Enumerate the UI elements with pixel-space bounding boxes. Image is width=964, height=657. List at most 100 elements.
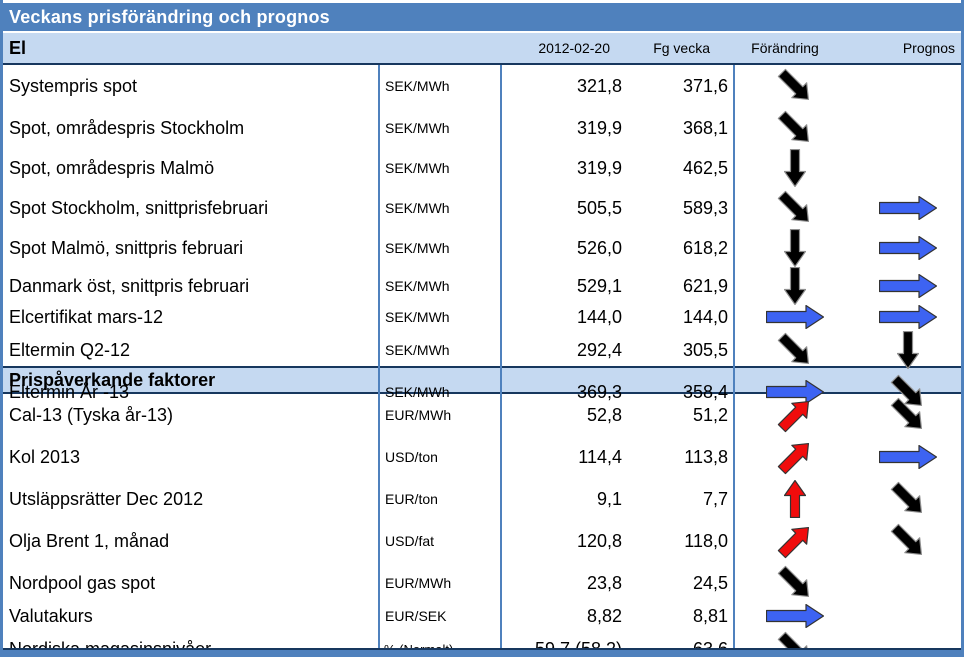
column-header-prev-week-label: Fg vecka: [653, 40, 710, 56]
change-arrow-cell: [735, 65, 855, 107]
row-label: Valutakurs: [9, 605, 93, 626]
row-value-current: 369,3: [500, 371, 625, 413]
arrow-up-right-icon: [774, 436, 816, 478]
section-factors-header-bar: Prispåverkande faktorer: [3, 366, 961, 394]
arrow-up-icon: [784, 480, 806, 518]
arrow-down-right-icon: [774, 187, 816, 229]
row-unit: EUR/MWh: [378, 394, 500, 436]
arrow-right-icon: [879, 236, 937, 260]
row-value-previous: 51,2: [625, 394, 735, 436]
column-header-forecast-label: Prognos: [902, 40, 955, 56]
arrow-down-right-icon: [774, 65, 816, 107]
row-label: Kol 2013: [9, 446, 81, 467]
arrow-down-right-icon: [774, 562, 816, 604]
change-arrow-cell: [735, 520, 855, 562]
row-unit: EUR/ton: [378, 478, 500, 520]
change-arrow-cell: [735, 478, 855, 520]
change-arrow-cell: [735, 371, 855, 413]
arrow-down-icon: [784, 149, 806, 187]
row-value-previous: 144,0: [625, 305, 735, 329]
forecast-arrow-cell: [855, 562, 961, 604]
table-row: Eltermin År -13 SEK/MWh 369,3 358,4: [3, 371, 961, 413]
row-value-current: 319,9: [500, 107, 625, 149]
arrow-up-right-icon: [774, 520, 816, 562]
forecast-arrow-cell: [855, 305, 961, 329]
row-value-previous: 7,7: [625, 478, 735, 520]
section-factors-rows: Cal-13 (Tyska år-13) EUR/MWh 52,8 51,2 Kol 2…: [3, 394, 961, 657]
row-unit: EUR/SEK: [378, 604, 500, 628]
table-row: Spot, områdespris Malmö SEK/MWh 319,9 462,5: [3, 149, 961, 187]
row-value-current: 529,1: [500, 267, 625, 305]
change-arrow-cell: [735, 305, 855, 329]
row-label: Spot Malmö, snittpris februari: [9, 237, 244, 258]
arrow-right-icon: [879, 196, 937, 220]
row-value-previous: 118,0: [625, 520, 735, 562]
row-value-previous: 305,5: [625, 329, 735, 371]
column-header-date-label: 2012-02-20: [538, 40, 610, 56]
row-value-current: 144,0: [500, 305, 625, 329]
change-arrow-cell: [735, 149, 855, 187]
change-arrow-cell: [735, 394, 855, 436]
row-value-current: 114,4: [500, 436, 625, 478]
arrow-right-icon: [879, 445, 937, 469]
table-row: Spot Malmö, snittpris februari SEK/MWh 526…: [3, 229, 961, 267]
row-value-previous: 462,5: [625, 149, 735, 187]
arrow-down-right-icon: [887, 520, 929, 562]
table-row: Kol 2013 USD/ton 114,4 113,8: [3, 436, 961, 478]
table-row: Danmark öst, snittpris februari SEK/MWh 52…: [3, 267, 961, 305]
column-header-bar: El 2012-02-20 Fg vecka Förändring Progno…: [3, 33, 961, 65]
column-header-date: 2012-02-20: [483, 33, 610, 63]
row-label: Cal-13 (Tyska år-13): [9, 404, 174, 425]
bottom-border-bar: [3, 648, 961, 657]
arrow-right-icon: [879, 274, 937, 298]
row-unit: SEK/MWh: [378, 267, 500, 305]
row-value-current: 292,4: [500, 329, 625, 371]
row-unit: SEK/MWh: [378, 329, 500, 371]
arrow-down-right-icon: [887, 394, 929, 436]
table-row: Valutakurs EUR/SEK 8,82 8,81: [3, 604, 961, 628]
row-unit: SEK/MWh: [378, 107, 500, 149]
forecast-arrow-cell: [855, 149, 961, 187]
row-label: Spot, områdespris Malmö: [9, 157, 215, 178]
column-header-forecast: Prognos: [853, 33, 955, 63]
report-title-bar: Veckans prisförändring och prognos: [3, 3, 961, 31]
arrow-down-right-icon: [774, 329, 816, 371]
row-unit: SEK/MWh: [378, 305, 500, 329]
row-value-previous: 621,9: [625, 267, 735, 305]
table-row: Eltermin Q2-12 SEK/MWh 292,4 305,5: [3, 329, 961, 371]
row-value-previous: 371,6: [625, 65, 735, 107]
title-gap: [3, 31, 961, 33]
forecast-arrow-cell: [855, 520, 961, 562]
arrow-right-icon: [766, 305, 824, 329]
forecast-arrow-cell: [855, 329, 961, 371]
top-gap: [3, 0, 961, 3]
change-arrow-cell: [735, 187, 855, 229]
row-value-current: 321,8: [500, 65, 625, 107]
forecast-arrow-cell: [855, 267, 961, 305]
report-title: Veckans prisförändring och prognos: [9, 6, 330, 27]
row-label: Spot Stockholm, snittprisfebruari: [9, 197, 269, 218]
change-arrow-cell: [735, 562, 855, 604]
row-value-current: 319,9: [500, 149, 625, 187]
forecast-arrow-cell: [855, 371, 961, 413]
row-value-current: 526,0: [500, 229, 625, 267]
row-label: Utsläppsrätter Dec 2012: [9, 488, 204, 509]
forecast-arrow-cell: [855, 65, 961, 107]
arrow-down-icon: [897, 331, 919, 369]
row-unit: SEK/MWh: [378, 187, 500, 229]
arrow-down-icon: [784, 229, 806, 267]
row-value-current: 505,5: [500, 187, 625, 229]
row-label: Eltermin År -13: [9, 381, 130, 402]
row-value-previous: 113,8: [625, 436, 735, 478]
row-value-current: 120,8: [500, 520, 625, 562]
arrow-right-icon: [879, 305, 937, 329]
change-arrow-cell: [735, 267, 855, 305]
forecast-arrow-cell: [855, 229, 961, 267]
row-value-current: 23,8: [500, 562, 625, 604]
arrow-down-icon: [784, 267, 806, 305]
row-value-previous: 358,4: [625, 371, 735, 413]
section-el-header: El: [9, 37, 27, 58]
forecast-arrow-cell: [855, 436, 961, 478]
arrow-up-right-icon: [774, 394, 816, 436]
